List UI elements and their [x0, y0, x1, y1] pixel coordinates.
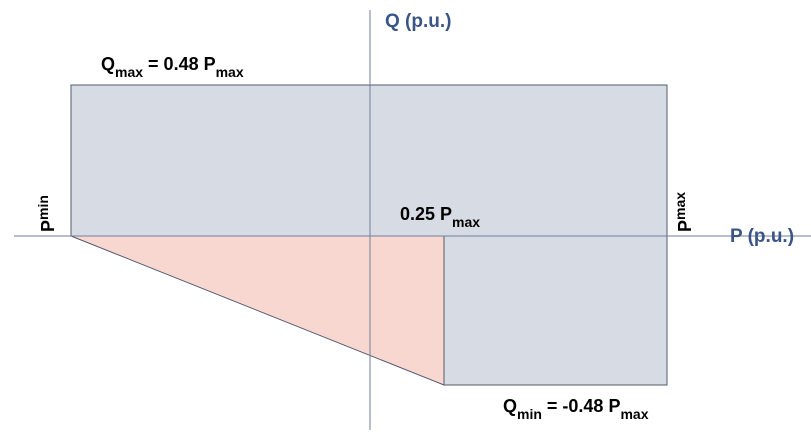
pmin-label: Pmin [35, 195, 58, 232]
pmax-label: Pmax [672, 192, 695, 232]
restricted-triangle-region [70, 235, 445, 386]
qmin-label: Qmin = -0.48 Pmax [503, 396, 649, 422]
p-quarter-max-label: 0.25 Pmax [400, 204, 480, 230]
qmax-label: Qmax = 0.48 Pmax [101, 54, 244, 80]
p-axis-title: P (p.u.) [730, 226, 794, 247]
q-axis-title: Q (p.u.) [385, 11, 451, 32]
